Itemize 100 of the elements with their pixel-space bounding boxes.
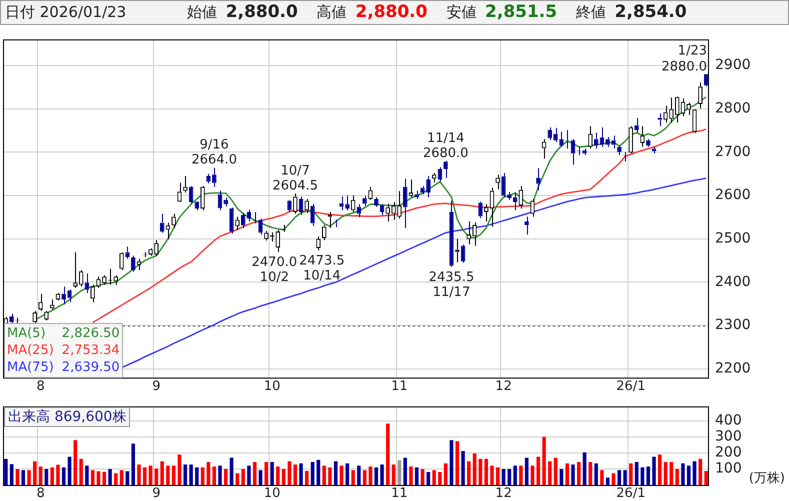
candlestick — [478, 201, 483, 219]
bar — [612, 473, 616, 485]
candlestick — [663, 105, 668, 124]
candlestick — [606, 136, 610, 148]
candlestick — [356, 204, 362, 218]
bar — [432, 470, 436, 485]
bar — [490, 466, 494, 485]
bar — [502, 468, 506, 485]
bar — [414, 467, 419, 485]
x-tick-label: 11 — [391, 378, 408, 394]
bar — [398, 460, 402, 485]
bar — [426, 472, 430, 485]
candlestick — [90, 284, 95, 303]
bar — [114, 473, 118, 485]
annotation: 10/7 2604.5 — [272, 164, 318, 194]
bar — [328, 467, 332, 485]
bar — [288, 461, 292, 485]
bar — [148, 466, 152, 485]
bar — [340, 466, 344, 485]
annotation: 2470.0 10/2 — [252, 254, 298, 285]
y-tick-label: 100 — [715, 460, 742, 477]
candlestick — [350, 194, 356, 212]
candlestick — [675, 97, 680, 124]
bar — [444, 463, 448, 485]
bar — [108, 468, 112, 485]
bar — [513, 466, 517, 485]
bar — [681, 463, 685, 485]
candlestick — [444, 160, 448, 178]
bar — [571, 464, 575, 485]
bar — [21, 470, 26, 485]
bar — [120, 470, 124, 485]
bar — [646, 466, 650, 485]
bar — [577, 462, 581, 485]
y-tick-label: 400 — [715, 412, 742, 428]
x-tick-label: 10 — [264, 486, 280, 501]
bar — [629, 463, 633, 485]
x-tick-label: 12 — [495, 486, 512, 501]
bar — [362, 470, 366, 485]
bar — [310, 462, 314, 485]
candlestick — [108, 268, 112, 286]
bar — [264, 462, 268, 485]
bar — [10, 464, 14, 485]
candlestick — [588, 126, 593, 150]
bar — [548, 461, 552, 485]
candlestick — [224, 197, 228, 207]
candlestick — [582, 148, 587, 156]
bar — [351, 470, 355, 485]
candlestick — [114, 274, 118, 286]
candlestick — [397, 190, 402, 219]
candlestick — [84, 273, 90, 294]
bar — [640, 467, 644, 485]
bar — [142, 467, 147, 485]
bar — [224, 468, 228, 485]
bar — [16, 468, 20, 485]
candlestick — [38, 293, 43, 312]
x-tick-label: 26/1 — [616, 378, 646, 394]
bar — [212, 466, 216, 485]
x-tick-label: 8 — [36, 378, 45, 394]
candlestick — [403, 178, 408, 229]
candlestick — [304, 198, 309, 214]
x-tick-label: 26/1 — [616, 486, 646, 501]
bar — [206, 462, 210, 485]
bar — [530, 466, 534, 485]
bar — [252, 462, 257, 485]
bar — [218, 466, 222, 485]
text: MA(5) 2,826.50 — [7, 326, 120, 341]
bar — [554, 458, 558, 485]
bar — [96, 471, 100, 485]
bar — [582, 452, 586, 485]
chart-title: 日付 2026/01/23 — [5, 2, 126, 23]
bar — [670, 462, 674, 485]
candlestick — [229, 207, 234, 234]
bar — [403, 458, 407, 485]
bar — [508, 468, 512, 485]
bar — [438, 472, 442, 485]
bar — [392, 464, 396, 485]
bar — [664, 462, 668, 485]
bar — [588, 462, 592, 485]
bar — [56, 464, 60, 485]
annotation: 11/14 2680.0 — [422, 130, 468, 161]
bar — [536, 456, 540, 485]
bar — [50, 467, 54, 485]
candlestick — [212, 167, 216, 188]
bar — [90, 470, 94, 485]
candlestick — [276, 230, 280, 252]
text: MA(25) 2,753.34 — [7, 342, 120, 359]
y-tick-label: 2200 — [715, 360, 751, 377]
bar — [524, 458, 529, 485]
bar — [137, 464, 141, 485]
candlestick — [160, 213, 164, 234]
bar — [160, 461, 164, 485]
bar — [154, 468, 158, 485]
bar — [276, 466, 280, 485]
candlestick — [634, 117, 639, 134]
bar — [380, 464, 384, 485]
candlestick — [669, 97, 674, 124]
annotation: 2435.5 11/17 — [428, 270, 474, 300]
bar — [316, 460, 320, 485]
bar — [68, 456, 72, 485]
bar — [44, 468, 48, 485]
